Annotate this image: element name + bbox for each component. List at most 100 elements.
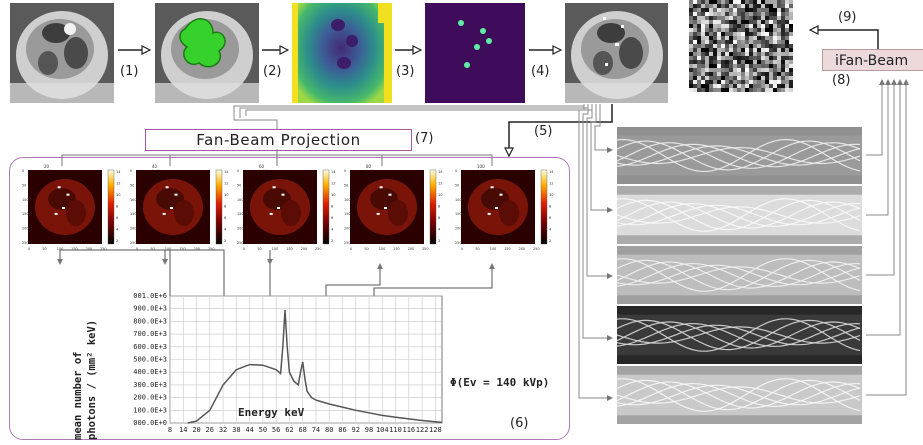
x-tick-label: 62	[285, 426, 293, 434]
colorbar-tick: 14	[438, 170, 443, 174]
colorbar-tick: 4	[438, 228, 441, 232]
map-y-tick: 250	[344, 241, 350, 245]
map-y-tick: 50	[344, 183, 348, 187]
map-y-tick: 250	[130, 241, 136, 245]
step-label-4: (4)	[531, 64, 550, 79]
step-label-3: (3)	[396, 64, 415, 79]
y-tick-label: 000.0E+0	[133, 419, 167, 427]
map-y-tick: 0	[455, 169, 457, 173]
svg-text:cm-1: cm-1	[323, 169, 331, 170]
y-tick-label: 500.0E+3	[133, 356, 167, 364]
sinogram-3	[617, 246, 862, 304]
ifan-beam-label: iFan-Beam	[835, 53, 909, 69]
colorbar-tick: 2	[549, 239, 551, 243]
map-y-tick: 150	[22, 212, 28, 216]
colorbar-tick: 8	[549, 205, 552, 209]
map-x-tick: 100	[165, 247, 171, 251]
ct-slice-thumbnail	[10, 3, 114, 103]
x-tick-label: 110	[389, 426, 402, 434]
map-y-tick: 50	[237, 183, 241, 187]
colorbar-tick: 8	[438, 205, 441, 209]
colorbar-tick: 12	[224, 182, 229, 186]
map-y-tick: 150	[130, 212, 136, 216]
map-x-tick: 150	[504, 247, 510, 251]
colorbar-tick: 6	[116, 216, 119, 220]
x-tick-label: 122	[416, 426, 429, 434]
map-x-tick: 250	[208, 247, 214, 251]
colorbar-tick: 14	[116, 170, 121, 174]
x-tick-label: 80	[325, 426, 333, 434]
y-tick-label: 800.0E+3	[133, 317, 167, 325]
step-label-8: (8)	[832, 73, 851, 88]
y-tick-label: 001.0E+6	[133, 292, 167, 300]
map-x-tick: 0	[136, 247, 138, 251]
step-label-9: (9)	[838, 10, 857, 25]
x-tick-label: 74	[312, 426, 320, 434]
map-x-tick: 50	[257, 247, 261, 251]
map-x-tick: 0	[28, 247, 30, 251]
map-y-tick: 0	[344, 169, 346, 173]
colorbar-tick: 6	[331, 216, 334, 220]
colorbar-tick: 12	[116, 182, 121, 186]
segmented-slice-thumbnail	[155, 3, 259, 103]
colorbar-tick: 8	[331, 205, 334, 209]
map-y-tick: 150	[344, 212, 350, 216]
map-x-tick: 250	[100, 247, 106, 251]
map-x-tick: 0	[461, 247, 463, 251]
map-x-tick: 50	[42, 247, 46, 251]
colorbar-tick: 14	[549, 170, 554, 174]
spectrum-chart: 000.0E+0 100.0E+3 200.0E+3 300.0E+3 400.0E+3…	[133, 292, 443, 434]
map-x-tick: 100	[490, 247, 496, 251]
map-y-tick: 250	[22, 241, 28, 245]
chart-y-label-line2: photons / (mm² keV)	[86, 319, 98, 440]
map-y-tick: 50	[22, 183, 26, 187]
map-y-tick: 100	[237, 198, 243, 202]
map-y-tick: 200	[344, 227, 350, 231]
sinogram-5	[617, 366, 862, 424]
colorbar-tick: 2	[116, 239, 118, 243]
map-y-tick: 200	[455, 227, 461, 231]
map-y-tick: 100	[130, 198, 136, 202]
x-tick-label: 56	[272, 426, 280, 434]
y-tick-label: 600.0E+3	[133, 343, 167, 351]
colorbar-tick: 4	[224, 228, 227, 232]
x-tick-label: 68	[298, 426, 306, 434]
ifan-beam-box: iFan-Beam	[822, 49, 923, 71]
step-label-1: (1)	[120, 64, 139, 79]
map-x-tick: 200	[519, 247, 525, 251]
sinogram-4	[617, 306, 862, 364]
distance-map-thumbnail	[292, 3, 392, 103]
x-tick-label: 104	[376, 426, 389, 434]
colorbar-tick: 6	[224, 216, 227, 220]
map-y-tick: 50	[130, 183, 134, 187]
map-x-tick: 200	[408, 247, 414, 251]
y-tick-label: 700.0E+3	[133, 330, 167, 338]
map-x-tick: 150	[179, 247, 185, 251]
reconstructed-image-thumbnail	[689, 0, 793, 92]
colorbar-tick: 10	[549, 193, 554, 197]
step-label-5: (5)	[534, 124, 553, 139]
seed-points-thumbnail	[425, 3, 525, 103]
chart-y-label-line1: mean number of	[72, 351, 84, 440]
y-tick-label: 900.0E+3	[133, 305, 167, 313]
colorbar-tick: 12	[549, 182, 554, 186]
map-y-tick: 250	[455, 241, 461, 245]
x-tick-label: 44	[245, 426, 253, 434]
colorbar-tick: 8	[116, 205, 119, 209]
step-label-6: (6)	[510, 416, 529, 431]
colorbar-tick: 6	[438, 216, 441, 220]
map-x-tick: 0	[243, 247, 245, 251]
map-y-tick: 100	[455, 198, 461, 202]
colorbar-tick: 10	[331, 193, 336, 197]
map-x-tick: 100	[57, 247, 63, 251]
map-x-tick: 250	[533, 247, 539, 251]
svg-text:cm-1: cm-1	[430, 169, 438, 170]
colorbar-tick: 2	[438, 239, 440, 243]
x-tick-label: 116	[403, 426, 416, 434]
x-tick-label: 128	[429, 426, 442, 434]
map-y-tick: 150	[455, 212, 461, 216]
x-tick-label: 8	[168, 426, 172, 434]
colorbar-tick: 10	[224, 193, 229, 197]
x-tick-label: 38	[232, 426, 240, 434]
